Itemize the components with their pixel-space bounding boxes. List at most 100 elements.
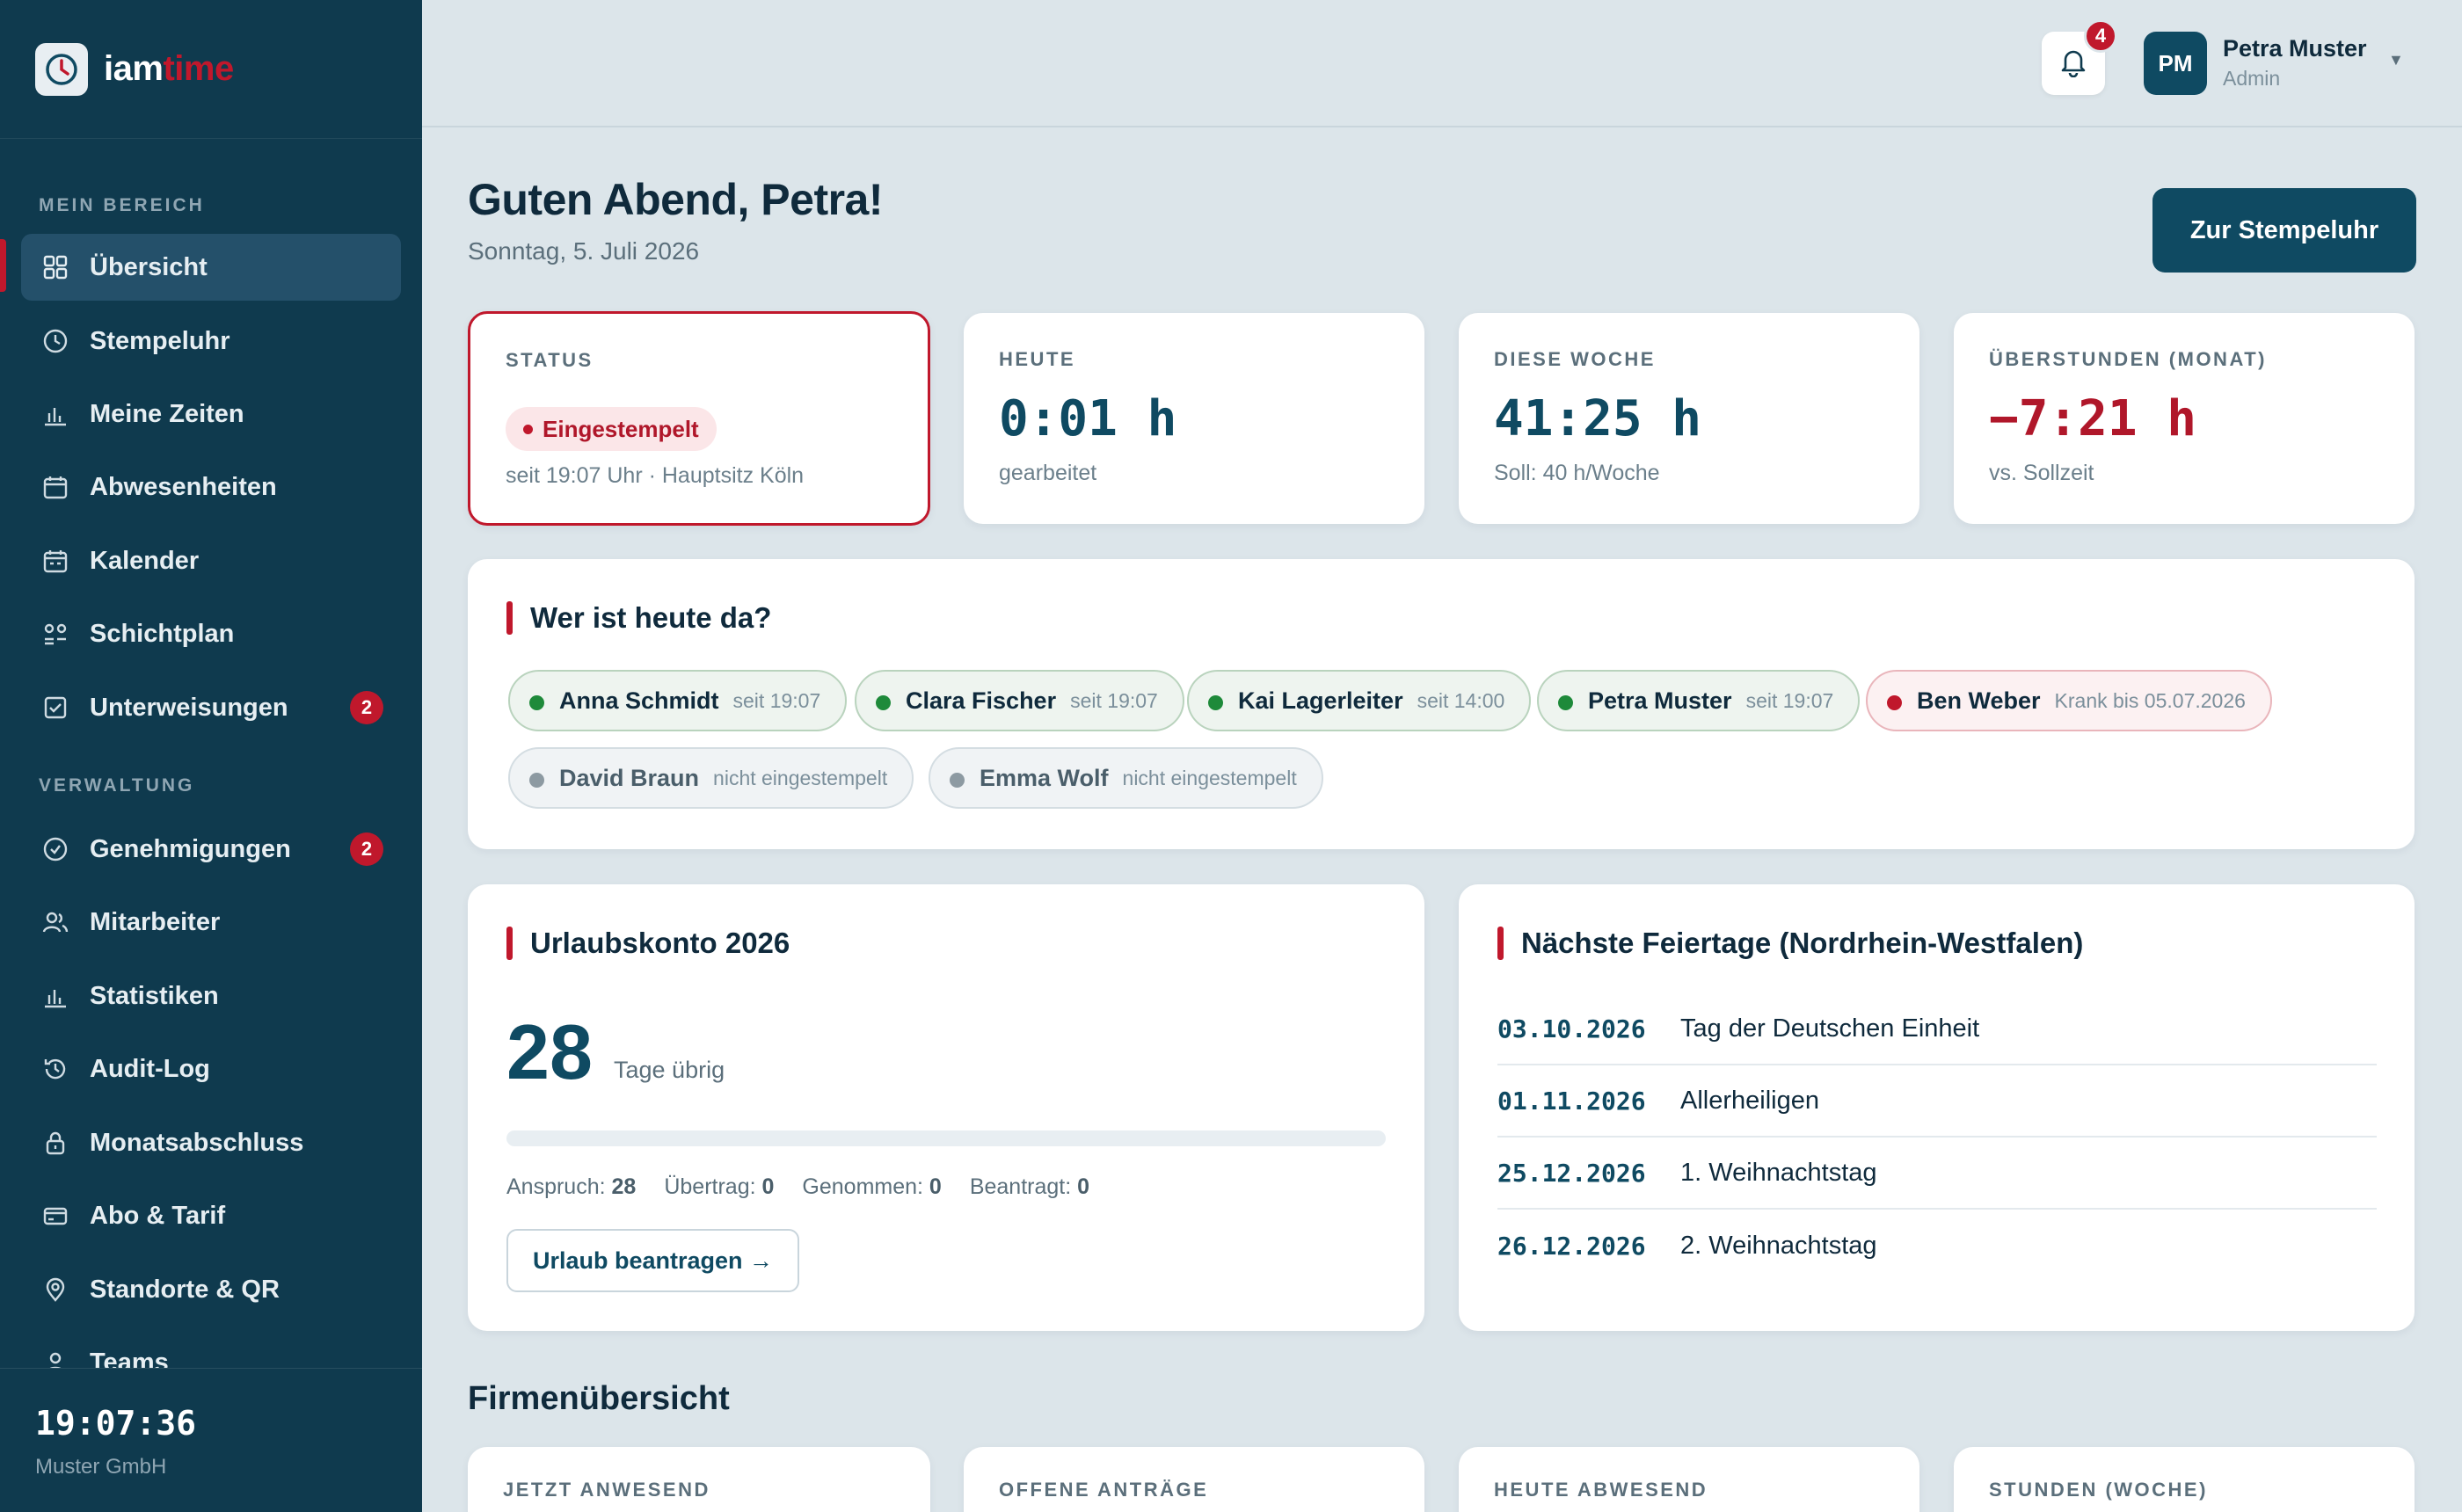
brand-name: iamtime <box>104 49 234 89</box>
person-status: seit 19:07 <box>732 688 821 712</box>
holiday-date: 01.11.2026 <box>1497 1086 1646 1116</box>
stat-label: HEUTE ABWESEND <box>1494 1479 1708 1501</box>
bar-chart-icon <box>40 399 70 429</box>
card-title: Nächste Feiertage (Nordrhein-Westfalen) <box>1497 927 2083 960</box>
sidebar-item-uebersicht[interactable]: Übersicht <box>21 234 401 301</box>
title-accent <box>506 601 513 635</box>
today-card: HEUTE 0:01 h gearbeitet <box>964 313 1424 524</box>
presence-chip[interactable]: Anna Schmidt seit 19:07 <box>508 670 848 731</box>
sidebar-item-abo-tarif[interactable]: Abo & Tarif <box>21 1182 401 1249</box>
user-name[interactable]: Petra Muster <box>2223 35 2367 62</box>
stat-sub: vs. Sollzeit <box>1989 461 2094 485</box>
stat-label: Genommen: <box>802 1174 923 1199</box>
sidebar-item-unterweisungen[interactable]: Unterweisungen 2 <box>21 674 401 741</box>
sidebar-item-label: Statistiken <box>90 981 219 1010</box>
person-name: David Braun <box>559 764 700 791</box>
title-accent <box>1497 927 1504 960</box>
sidebar-item-label: Unterweisungen <box>90 693 288 722</box>
stat-label: STATUS <box>506 349 594 371</box>
current-date: Sonntag, 5. Juli 2026 <box>468 237 700 265</box>
holiday-name: Tag der Deutschen Einheit <box>1680 1014 1980 1043</box>
status-badge: Eingestempelt <box>506 407 717 451</box>
vacation-stats: Anspruch: 28 Übertrag: 0 Genommen: 0 Bea… <box>506 1174 1089 1200</box>
card-title: Urlaubskonto 2026 <box>506 927 790 960</box>
active-indicator <box>0 239 6 292</box>
overview-card-absent: HEUTE ABWESEND <box>1459 1447 1919 1512</box>
sidebar-footer: 19:07:36 Muster GmbH <box>0 1368 422 1512</box>
history-icon <box>40 1054 70 1084</box>
sidebar-item-label: Schichtplan <box>90 619 235 648</box>
request-vacation-button[interactable]: Urlaub beantragen → <box>506 1229 800 1292</box>
sidebar-item-label: Stempeluhr <box>90 326 230 355</box>
stat-label: HEUTE <box>999 348 1076 370</box>
calendar-icon <box>40 546 70 576</box>
section-heading: Firmenübersicht <box>468 1380 730 1417</box>
check-circle-icon <box>40 834 70 864</box>
vacation-remaining-label: Tage übrig <box>614 1057 725 1083</box>
stat-label: STUNDEN (WOCHE) <box>1989 1479 2208 1501</box>
stat-value: 0 <box>1077 1174 1090 1199</box>
overtime-card: ÜBERSTUNDEN (MONAT) −7:21 h vs. Sollzeit <box>1954 313 2415 524</box>
person-status: Krank bis 05.07.2026 <box>2054 688 2246 712</box>
vacation-card: Urlaubskonto 2026 28 Tage übrig Anspruch… <box>468 884 1424 1331</box>
overview-card-present: JETZT ANWESEND <box>468 1447 930 1512</box>
bell-icon <box>2058 46 2089 82</box>
person-status: seit 19:07 <box>1070 688 1158 712</box>
sidebar-item-stempeluhr[interactable]: Stempeluhr <box>21 308 401 374</box>
presence-chip[interactable]: Ben Weber Krank bis 05.07.2026 <box>1866 670 2272 731</box>
sidebar-item-label: Abwesenheiten <box>90 472 277 501</box>
sidebar-item-genehmigungen[interactable]: Genehmigungen 2 <box>21 816 401 883</box>
sidebar-item-label: Kalender <box>90 546 200 575</box>
card-title-text: Wer ist heute da? <box>530 601 772 634</box>
user-role: Admin <box>2223 67 2281 90</box>
sidebar-item-label: Meine Zeiten <box>90 399 244 428</box>
holiday-name: Allerheiligen <box>1680 1086 1819 1115</box>
person-name: Emma Wolf <box>980 764 1109 791</box>
holiday-date: 25.12.2026 <box>1497 1158 1646 1188</box>
vacation-stat: Anspruch: 28 <box>506 1174 636 1200</box>
sidebar: iamtime MEIN BEREICH Übersicht Stempeluh… <box>0 0 422 1512</box>
vacation-stat: Beantragt: 0 <box>970 1174 1089 1200</box>
sidebar-item-label: Genehmigungen <box>90 834 291 863</box>
sidebar-item-kalender[interactable]: Kalender <box>21 527 401 594</box>
presence-chip[interactable]: Petra Muster seit 19:07 <box>1537 670 1861 731</box>
topbar: 4 PM Petra Muster Admin ▼ <box>422 0 2462 127</box>
stat-value: −7:21 h <box>1989 390 2197 447</box>
overview-card-hours: STUNDEN (WOCHE) <box>1954 1447 2415 1512</box>
sidebar-item-monatsabschluss[interactable]: Monatsabschluss <box>21 1109 401 1176</box>
card-title-text: Nächste Feiertage (Nordrhein-Westfalen) <box>1521 927 2084 959</box>
sidebar-item-schichtplan[interactable]: Schichtplan <box>21 600 401 667</box>
clock-button[interactable]: Zur Stempeluhr <box>2152 188 2416 273</box>
calendar-icon <box>40 472 70 502</box>
person-status: seit 19:07 <box>1745 688 1834 712</box>
chevron-down-icon[interactable]: ▼ <box>2388 51 2404 69</box>
overview-card-requests: OFFENE ANTRÄGE <box>964 1447 1424 1512</box>
presence-chip[interactable]: Clara Fischer seit 19:07 <box>855 670 1184 731</box>
person-status: seit 14:00 <box>1417 688 1505 712</box>
presence-chip[interactable]: David Braun nicht eingestempelt <box>508 747 914 809</box>
holiday-row: 03.10.2026 Tag der Deutschen Einheit <box>1497 993 2377 1065</box>
sidebar-item-audit-log[interactable]: Audit-Log <box>21 1036 401 1102</box>
brand-name-part1: iam <box>104 49 164 88</box>
holiday-name: 1. Weihnachtstag <box>1680 1158 1877 1187</box>
sidebar-item-statistiken[interactable]: Statistiken <box>21 963 401 1029</box>
stat-label: Übertrag: <box>664 1174 756 1199</box>
sidebar-item-abwesenheiten[interactable]: Abwesenheiten <box>21 454 401 520</box>
avatar[interactable]: PM <box>2144 32 2207 95</box>
stat-label: OFFENE ANTRÄGE <box>999 1479 1209 1501</box>
brand[interactable]: iamtime <box>0 0 422 139</box>
vacation-stat: Genommen: 0 <box>802 1174 941 1200</box>
sidebar-item-meine-zeiten[interactable]: Meine Zeiten <box>21 381 401 447</box>
person-name: Clara Fischer <box>906 687 1057 714</box>
count-badge: 2 <box>350 691 383 724</box>
holiday-row: 26.12.2026 2. Weihnachtstag <box>1497 1210 2377 1282</box>
presence-chip[interactable]: Kai Lagerleiter seit 14:00 <box>1187 670 1532 731</box>
location-icon <box>40 1275 70 1305</box>
status-card: STATUS Eingestempelt seit 19:07 Uhr · Ha… <box>468 311 930 526</box>
sidebar-item-standorte-qr[interactable]: Standorte & QR <box>21 1256 401 1323</box>
sidebar-item-mitarbeiter[interactable]: Mitarbeiter <box>21 889 401 956</box>
count-badge: 2 <box>350 832 383 866</box>
brand-name-part2: time <box>163 49 234 88</box>
clock-icon <box>40 326 70 356</box>
presence-chip[interactable]: Emma Wolf nicht eingestempelt <box>929 747 1323 809</box>
